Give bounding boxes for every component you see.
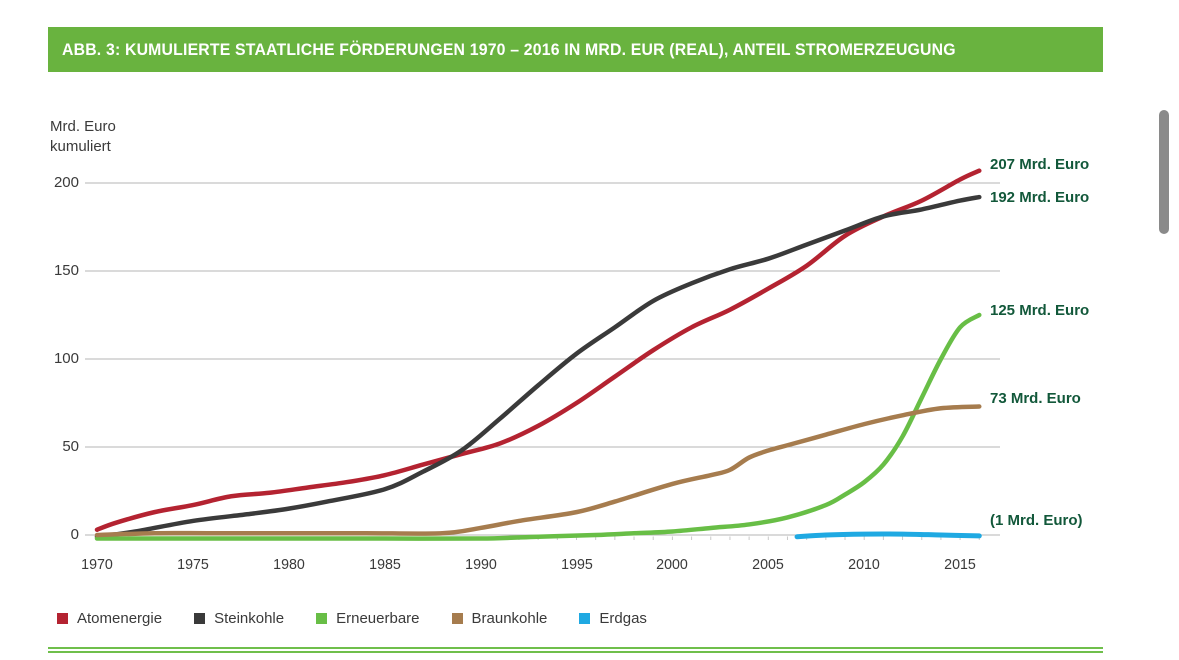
legend-swatch-erdgas [579, 613, 591, 624]
legend-item-erneuerbare: Erneuerbare [316, 610, 420, 627]
end-label-braunkohle: 73 Mrd. Euro [990, 389, 1081, 407]
legend-item-atomenergie: Atomenergie [57, 610, 162, 627]
y-axis-title-line1: Mrd. Euro [50, 118, 116, 135]
figure-title: ABB. 3: KUMULIERTE STAATLICHE FÖRDERUNGE… [62, 39, 956, 59]
series-line-erdgas [794, 531, 982, 540]
end-label-erneuerbare: 125 Mrd. Euro [990, 302, 1090, 319]
legend-label-steinkohle: Steinkohle [214, 610, 285, 627]
x-tick-label-2005: 2005 [752, 556, 785, 573]
end-label-steinkohle: 192 Mrd. Euro [990, 189, 1090, 207]
x-tick-label-1980: 1980 [272, 556, 305, 573]
x-tick-label-1970: 1970 [81, 556, 113, 573]
end-label-erdgas: (1 Mrd. Euro) [990, 511, 1083, 529]
x-tick-label-1985: 1985 [368, 556, 401, 573]
y-tick-label-0: 0 [70, 526, 79, 543]
series-line-erneuerbare [94, 312, 982, 541]
legend-swatch-atomenergie [57, 613, 68, 624]
x-tick-label-2000: 2000 [656, 556, 689, 573]
figure-title-bar: ABB. 3: KUMULIERTE STAATLICHE FÖRDERUNGE… [48, 27, 1103, 72]
x-tick-label-1975: 1975 [177, 556, 209, 573]
y-tick-label-200: 200 [53, 174, 79, 191]
legend-label-braunkohle: Braunkohle [471, 610, 548, 627]
legend-item-braunkohle: Braunkohle [451, 610, 548, 627]
legend-swatch-steinkohle [194, 613, 206, 624]
scrollbar-thumb[interactable] [1159, 110, 1169, 234]
x-tick-label-2010: 2010 [848, 556, 881, 573]
legend-label-erneuerbare: Erneuerbare [336, 610, 420, 627]
end-label-atomenergie: 207 Mrd. Euro [990, 155, 1090, 173]
legend-label-atomenergie: Atomenergie [77, 610, 163, 627]
y-axis-title: Mrd. Euro kumuliert [50, 117, 116, 157]
y-tick-label-50: 50 [62, 438, 79, 455]
legend-item-steinkohle: Steinkohle [194, 610, 284, 627]
bottom-divider-line-bottom [48, 651, 1103, 653]
x-tick-label-1990: 1990 [464, 556, 497, 573]
legend-item-erdgas: Erdgas [579, 610, 647, 627]
y-axis-title-line2: kumuliert [50, 138, 111, 155]
legend-label-erdgas: Erdgas [599, 610, 647, 627]
y-tick-label-150: 150 [53, 262, 79, 279]
series-line-atomenergie [94, 168, 982, 532]
bottom-divider-line-top [48, 647, 1103, 649]
legend-swatch-braunkohle [451, 613, 463, 624]
y-tick-label-100: 100 [53, 350, 79, 367]
series-line-steinkohle [94, 194, 982, 540]
series-line-braunkohle [94, 404, 982, 538]
chart-legend: Atomenergie Steinkohle Erneuerbare Braunkoh… [57, 610, 647, 627]
x-tick-label-2015: 2015 [944, 556, 976, 573]
legend-swatch-erneuerbare [316, 613, 328, 624]
x-tick-label-1995: 1995 [560, 556, 593, 573]
